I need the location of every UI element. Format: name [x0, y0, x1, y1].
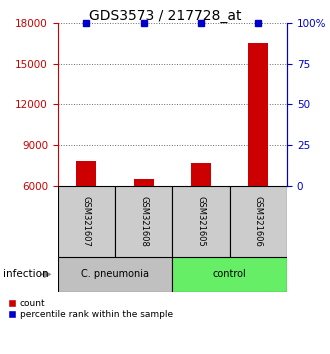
Bar	[76, 161, 96, 186]
Bar	[134, 179, 154, 186]
Text: GSM321605: GSM321605	[197, 196, 206, 247]
Bar	[248, 44, 269, 186]
Text: GSM321606: GSM321606	[254, 196, 263, 247]
Text: GDS3573 / 217728_at: GDS3573 / 217728_at	[89, 9, 241, 23]
Bar	[115, 186, 173, 257]
Bar	[173, 257, 287, 292]
Legend: count, percentile rank within the sample: count, percentile rank within the sample	[8, 298, 174, 320]
Bar	[58, 186, 115, 257]
Text: GSM321607: GSM321607	[82, 196, 91, 247]
Text: C. pneumonia: C. pneumonia	[81, 269, 149, 279]
Bar	[191, 163, 211, 186]
Text: control: control	[213, 269, 247, 279]
Bar	[58, 257, 173, 292]
Text: infection: infection	[3, 269, 49, 279]
Text: GSM321608: GSM321608	[139, 196, 148, 247]
Bar	[173, 186, 230, 257]
Bar	[230, 186, 287, 257]
